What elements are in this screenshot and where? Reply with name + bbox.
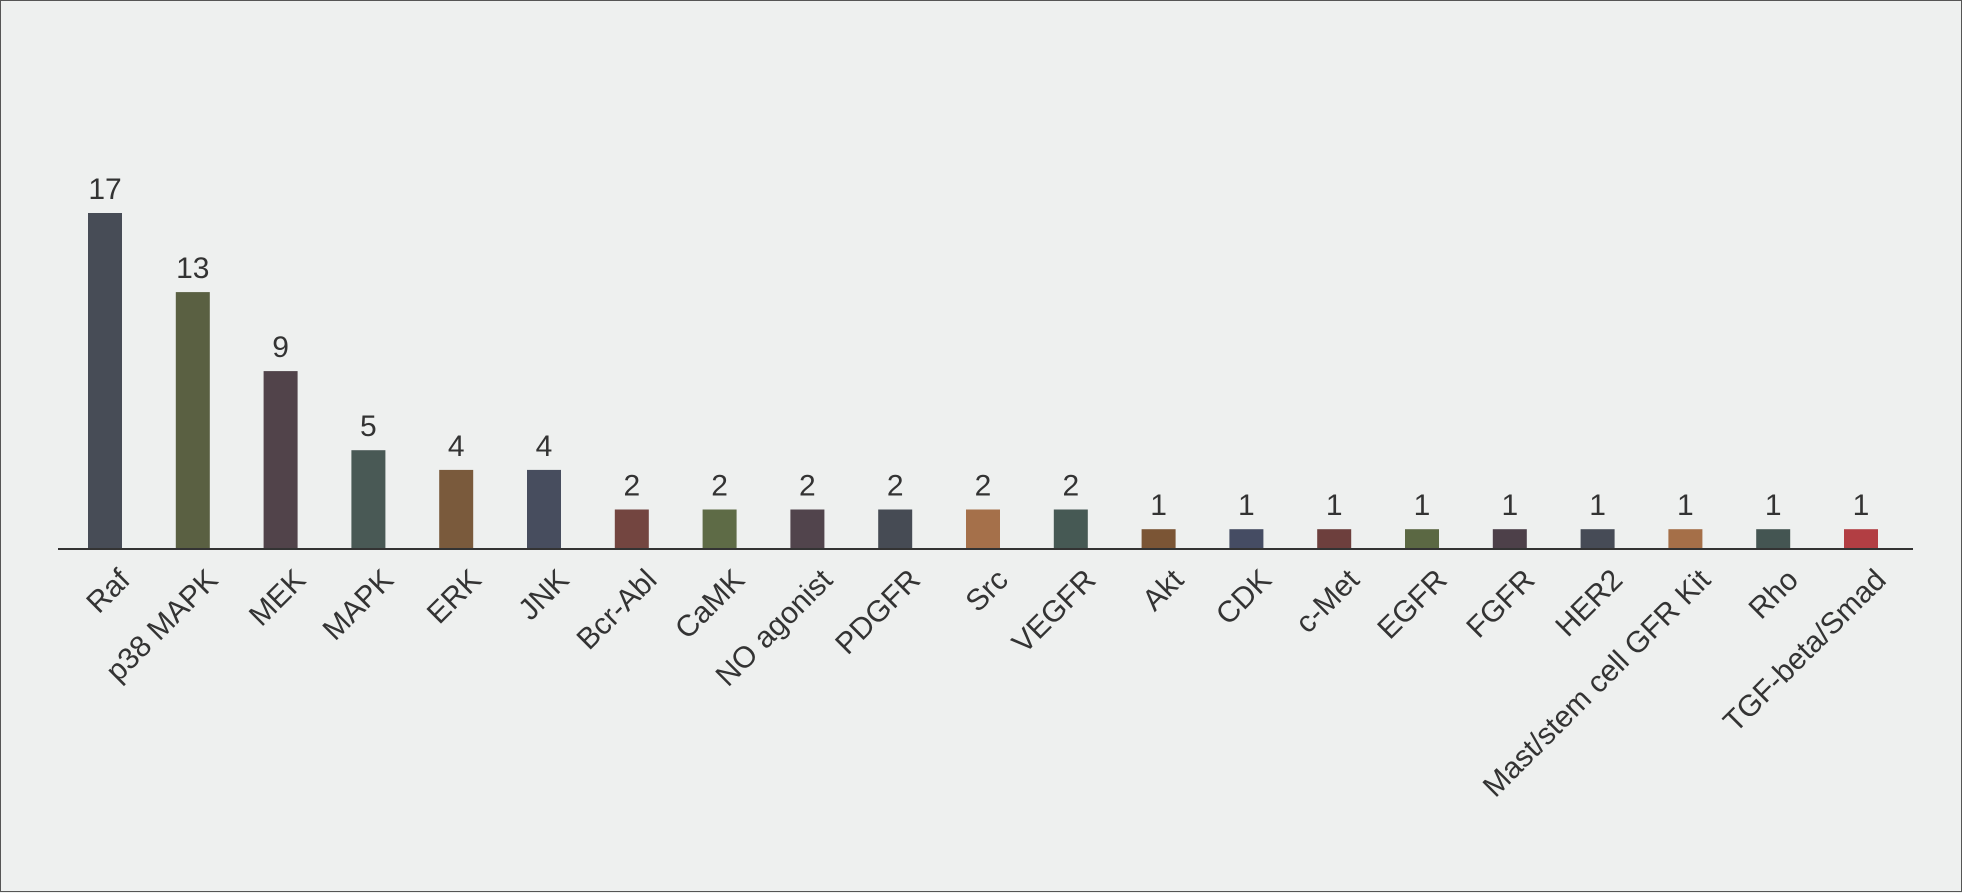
bar — [527, 469, 561, 549]
bar — [1229, 529, 1264, 549]
category-tick-label: CaMK — [669, 563, 751, 645]
bar — [175, 292, 210, 549]
bar — [1317, 529, 1352, 549]
bar-value-label: 13 — [176, 252, 209, 285]
bar — [1668, 529, 1703, 549]
bar-value-label: 9 — [272, 331, 289, 364]
bar-value-label: 2 — [711, 470, 728, 503]
bar-value-label: 4 — [536, 430, 553, 463]
bar-value-label: 1 — [1414, 489, 1431, 522]
bar — [1053, 509, 1088, 549]
bar — [1405, 529, 1439, 549]
bars-group — [88, 213, 1878, 549]
bar — [790, 509, 825, 549]
bar — [966, 509, 1000, 549]
category-tick-label: Raf — [80, 563, 137, 620]
bar-value-label: 1 — [1677, 489, 1694, 522]
category-tick-label: CDK — [1210, 563, 1278, 631]
category-tick-label: FGFR — [1460, 563, 1541, 644]
category-tick-label: Rho — [1743, 563, 1805, 625]
bar-value-label: 1 — [1589, 489, 1606, 522]
category-tick-label: HER2 — [1549, 563, 1629, 643]
bar — [702, 509, 737, 549]
category-tick-label: VEGFR — [1006, 563, 1102, 659]
bar-value-label: 1 — [1853, 489, 1870, 522]
category-tick-label: TGF-beta/Smad — [1717, 563, 1892, 738]
category-tick-label: c-Met — [1289, 563, 1366, 640]
category-tick-label: Src — [960, 563, 1015, 618]
bar-value-label: 1 — [1326, 489, 1343, 522]
category-tick-label: EGFR — [1371, 563, 1453, 645]
bar — [878, 509, 913, 549]
category-tick-label: PDGFR — [829, 563, 927, 661]
bar-value-label: 2 — [975, 470, 992, 503]
bar — [1580, 529, 1615, 549]
category-tick-label: ERK — [421, 563, 488, 630]
category-tick-label: Bcr-Abl — [571, 563, 664, 656]
category-tick-label: MEK — [243, 563, 312, 632]
bar-value-label: 1 — [1765, 489, 1782, 522]
bar — [1756, 529, 1791, 549]
bar-value-label: 2 — [799, 470, 816, 503]
bar-value-label: 2 — [623, 470, 640, 503]
bar-value-label: 1 — [1238, 489, 1255, 522]
bar-value-label: 2 — [887, 470, 904, 503]
category-tick-label: MAPK — [317, 563, 400, 646]
bar — [1141, 529, 1176, 549]
bar — [351, 450, 386, 549]
bar-value-label: 2 — [1062, 470, 1079, 503]
bar-value-label: 4 — [448, 430, 465, 463]
bar-value-label: 17 — [88, 173, 121, 206]
bar — [614, 509, 649, 549]
value-labels-group: 17 13 9 5 4 4 2 2 2 2 2 2 1 1 1 1 1 1 1 1 1 — [88, 173, 1869, 522]
bar — [1844, 529, 1878, 549]
category-tick-label: JNK — [512, 563, 575, 626]
bar-value-label: 1 — [1150, 489, 1167, 522]
bar — [88, 213, 122, 549]
bar-value-label: 5 — [360, 410, 377, 443]
bar-value-label: 1 — [1501, 489, 1518, 522]
category-tick-label: Akt — [1136, 563, 1190, 617]
bar — [439, 469, 474, 549]
bar — [263, 371, 298, 549]
bar — [1492, 529, 1527, 549]
